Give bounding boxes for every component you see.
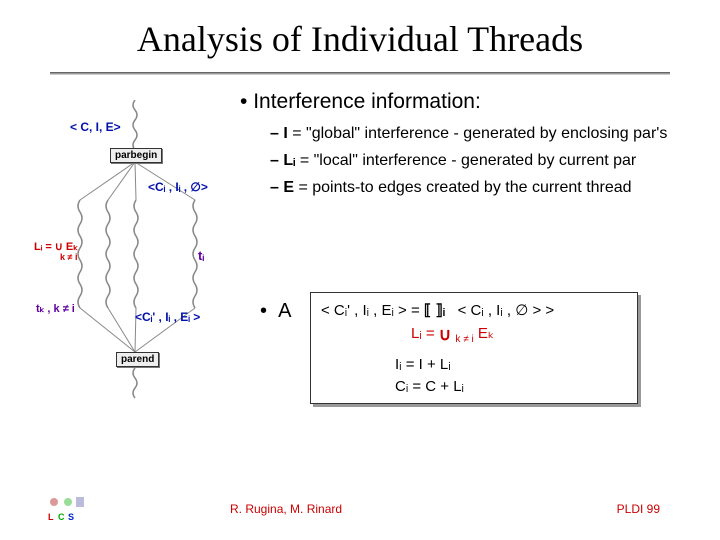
diagram-idx-right: tᵢ [198, 248, 204, 263]
parbegin-box: parbegin [110, 148, 162, 163]
diagram-idx-left: tₖ , k ≠ i [36, 302, 75, 315]
sub-e-text: = points-to edges created by the current… [294, 179, 632, 196]
sub-i-text: = "global" interference - generated by e… [288, 125, 668, 142]
content-area: Interference information: I = "global" i… [240, 90, 690, 204]
lcs-logo-icon: L C S [44, 494, 90, 522]
box-line1-right: < Cᵢ , Iᵢ , ∅ > [458, 302, 542, 319]
union-icon: ∪ [439, 325, 451, 344]
sub-i: I = "global" interference - generated by… [270, 124, 690, 145]
svg-text:C: C [58, 512, 65, 522]
box-line1-angle: > [545, 302, 554, 319]
bullet-interference: Interference information: [240, 90, 690, 114]
bullet-a-label: A [278, 300, 291, 322]
diagram-label-top: < C, I, E> [70, 120, 121, 134]
box-line2-sub: k ≠ i [455, 334, 473, 345]
box-line2: Lᵢ = ∪ k ≠ i Eₖ [411, 324, 627, 345]
slide-title: Analysis of Individual Threads [0, 0, 720, 60]
footer-venue: PLDI 99 [617, 502, 660, 516]
box-line2-ek: Eₖ [478, 325, 494, 342]
sub-l-sym: Lᵢ [283, 152, 295, 169]
box-line1: < Cᵢ' , Iᵢ , Eᵢ > = ⟦ ⟧ᵢ < Cᵢ , Iᵢ , ∅ >… [321, 301, 627, 319]
thread-diagram: < C, I, E> parbegin <Cᵢ , Iᵢ , ∅> Lᵢ = ∪… [40, 100, 230, 400]
sub-e-sym: E [283, 179, 294, 196]
box-line3: Iᵢ = I + Lᵢ [395, 356, 627, 373]
footer-authors: R. Rugina, M. Rinard [230, 502, 342, 516]
box-line4: Cᵢ = C + Lᵢ [395, 378, 627, 395]
analysis-box: < Cᵢ' , Iᵢ , Eᵢ > = ⟦ ⟧ᵢ < Cᵢ , Iᵢ , ∅ >… [310, 292, 638, 404]
box-line1-op: ⟦ ⟧ᵢ [424, 302, 445, 319]
parend-box: parend [116, 352, 159, 367]
svg-text:L: L [48, 512, 54, 522]
box-line1-left: < Cᵢ' , Iᵢ , Eᵢ > = [321, 302, 420, 319]
diagram-li-sub: k ≠ i [60, 252, 77, 262]
sub-l-text: = "local" interference - generated by cu… [295, 152, 636, 169]
bullet-a: • A [260, 300, 291, 323]
sub-e: E = points-to edges created by the curre… [270, 178, 690, 199]
diagram-label-mid: <Cᵢ , Iᵢ , ∅> [148, 180, 208, 194]
diagram-label-bottom: <Cᵢ' , Iᵢ , Eᵢ > [135, 310, 200, 324]
svg-text:S: S [68, 512, 74, 522]
title-underline [50, 72, 670, 75]
box-line2-li: Lᵢ = [411, 325, 439, 342]
sub-l: Lᵢ = "local" interference - generated by… [270, 151, 690, 172]
